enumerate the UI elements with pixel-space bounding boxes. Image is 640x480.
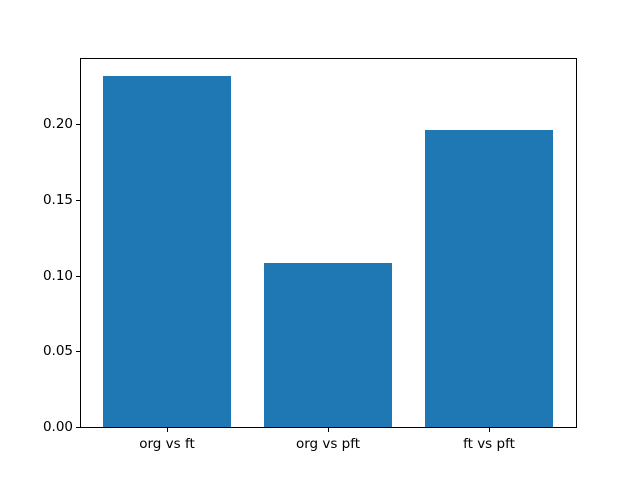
y-tick-label: 0.00: [42, 419, 73, 435]
bar-ft-vs-pft: [424, 130, 554, 427]
x-tick-mark: [328, 428, 329, 432]
y-tick-mark: [76, 275, 80, 277]
y-tick-label: 0.10: [42, 267, 73, 284]
y-tick-mark: [76, 199, 80, 201]
y-tick-label: 0.20: [42, 116, 73, 132]
y-tick-label: 0.15: [42, 191, 73, 208]
y-tick-label: 0.05: [42, 343, 73, 360]
x-tick-label: org vs pft: [295, 436, 361, 452]
bar-org-vs-pft: [263, 263, 393, 427]
x-tick-mark: [167, 428, 168, 432]
plot-area: [80, 58, 577, 428]
x-tick-label: org vs ft: [139, 436, 195, 452]
y-tick-mark: [76, 427, 80, 428]
x-tick-label: ft vs pft: [463, 436, 515, 452]
bar-org-vs-ft: [102, 75, 232, 427]
x-tick-mark: [489, 428, 490, 432]
y-tick-mark: [76, 124, 80, 125]
y-tick-mark: [76, 351, 80, 353]
